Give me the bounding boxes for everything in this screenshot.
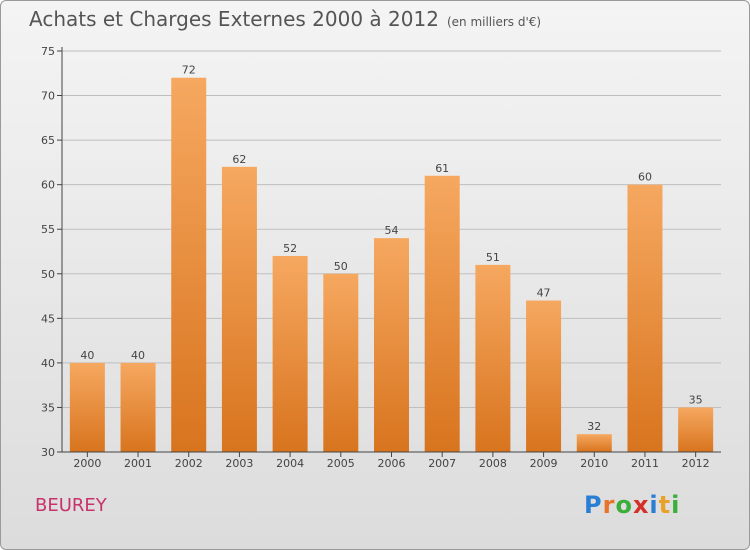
logo-letter: t	[658, 491, 672, 519]
x-tick-label-2003: 2003	[225, 457, 253, 470]
bar-2011	[627, 184, 663, 452]
y-tick-label: 55	[41, 223, 55, 236]
y-tick-label: 70	[41, 90, 55, 103]
x-tick-label-2002: 2002	[175, 457, 203, 470]
x-tick-label-2012: 2012	[682, 457, 710, 470]
value-label-2002: 72	[182, 64, 196, 77]
value-label-2006: 54	[385, 224, 399, 237]
x-tick-label-2006: 2006	[378, 457, 406, 470]
bar-2001	[120, 362, 156, 452]
commune-name: BEUREY	[35, 495, 107, 516]
value-label-2000: 40	[80, 349, 94, 362]
bar-2004	[272, 255, 308, 452]
logo-letter: i	[649, 491, 659, 519]
logo-letter: o	[615, 491, 633, 519]
logo-letter: r	[602, 491, 616, 519]
y-tick-label: 75	[41, 45, 55, 58]
x-tick-label-2001: 2001	[124, 457, 152, 470]
chart-title: Achats et Charges Externes 2000 à 2012 (e…	[29, 7, 541, 31]
bar-2009	[526, 300, 562, 452]
logo-letter: x	[632, 491, 650, 519]
bar-2003	[221, 166, 257, 452]
value-label-2011: 60	[638, 171, 652, 184]
bar-2006	[374, 238, 409, 452]
value-label-2003: 62	[232, 153, 246, 166]
y-tick-label: 30	[41, 446, 55, 459]
logo-letter: i	[671, 491, 681, 519]
bars: 40 40 72 62 52 50 54 61 51 47 32 60 35	[69, 64, 714, 452]
x-tick-label-2010: 2010	[580, 457, 608, 470]
x-tick-label-2011: 2011	[631, 457, 659, 470]
bar-2002	[171, 77, 207, 452]
value-label-2005: 50	[334, 260, 348, 273]
value-label-2004: 52	[283, 242, 297, 255]
y-tick-label: 65	[41, 134, 55, 147]
x-tick-label-2008: 2008	[479, 457, 507, 470]
x-tick-label-2009: 2009	[530, 457, 558, 470]
bar-2008	[475, 264, 511, 452]
bar-2012	[678, 407, 714, 452]
x-tick-label-2004: 2004	[276, 457, 304, 470]
bar-2000	[69, 362, 105, 452]
chart-title-main: Achats et Charges Externes 2000 à 2012	[29, 7, 439, 31]
proxiti-logo: Proxiti	[584, 491, 680, 519]
value-label-2001: 40	[131, 349, 145, 362]
chart-title-unit: (en milliers d'€)	[446, 15, 542, 29]
x-tick-label-2000: 2000	[73, 457, 101, 470]
bar-2005	[323, 273, 359, 452]
logo-letter: P	[584, 491, 603, 519]
value-label-2007: 61	[435, 162, 449, 175]
y-tick-label: 35	[41, 401, 55, 414]
y-tick-label: 40	[41, 357, 55, 370]
value-label-2012: 35	[689, 393, 703, 406]
bar-2007	[424, 175, 460, 452]
value-label-2009: 47	[537, 287, 551, 300]
bar-2010	[576, 434, 612, 452]
y-tick-label: 60	[41, 179, 55, 192]
x-tick-label-2005: 2005	[327, 457, 355, 470]
y-tick-label: 45	[41, 312, 55, 325]
x-tick-label-2007: 2007	[428, 457, 456, 470]
y-tick-label: 50	[41, 268, 55, 281]
value-label-2010: 32	[587, 420, 601, 433]
value-label-2008: 51	[486, 251, 500, 264]
axes: 30 35 40 45 50 55 60 65 70 75 2000 2001 2002 2003 2004…	[41, 45, 721, 470]
